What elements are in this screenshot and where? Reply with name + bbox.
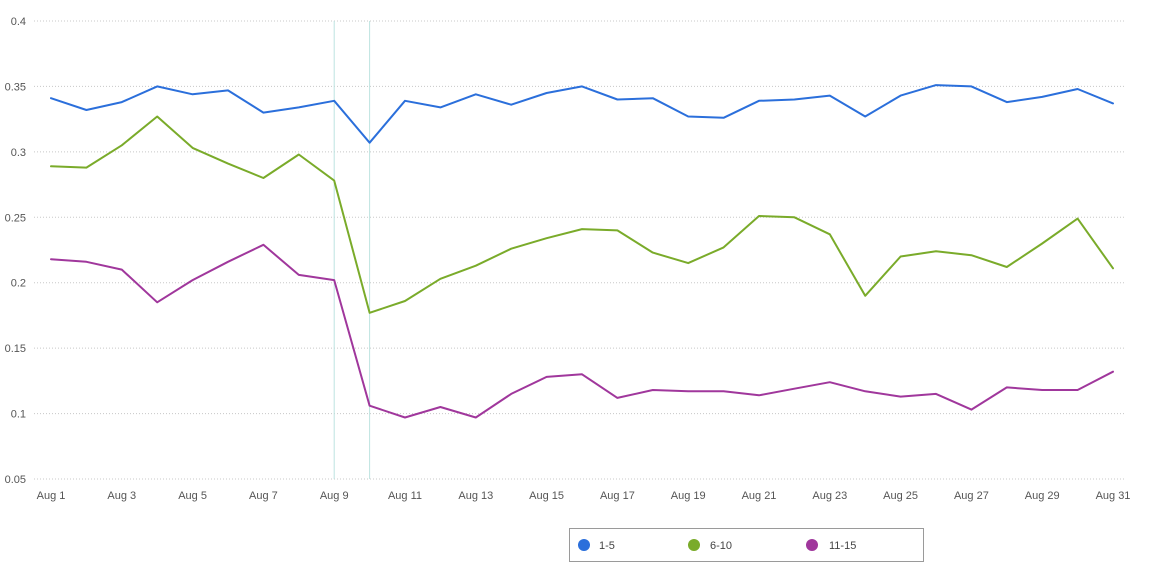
y-tick-label: 0.05 — [5, 474, 26, 486]
x-tick-label: Aug 21 — [742, 490, 777, 502]
legend: 1-5 6-10 11-15 — [569, 528, 924, 562]
legend-marker-1 — [578, 539, 590, 551]
x-tick-label: Aug 29 — [1025, 490, 1060, 502]
gridlines — [34, 20, 1126, 480]
x-tick-label: Aug 13 — [458, 490, 493, 502]
y-tick-label: 0.25 — [5, 212, 26, 224]
y-tick-label: 0.4 — [11, 16, 26, 28]
legend-label-3: 11-15 — [829, 540, 856, 552]
series-line-1[interactable] — [50, 84, 1114, 144]
series-lines — [50, 84, 1114, 419]
legend-marker-2 — [688, 539, 700, 551]
x-tick-label: Aug 11 — [388, 490, 422, 502]
y-tick-label: 0.3 — [11, 147, 26, 159]
x-tick-label: Aug 19 — [671, 490, 706, 502]
y-tick-label: 0.1 — [11, 409, 26, 421]
y-tick-label: 0.15 — [5, 343, 26, 355]
x-tick-label: Aug 17 — [600, 490, 635, 502]
x-axis: Aug 1 Aug 3 Aug 5 Aug 7 Aug 9 Aug 11 Aug 13 Aug… — [37, 490, 1131, 502]
y-tick-label: 0.35 — [5, 81, 26, 93]
y-tick-label: 0.2 — [11, 278, 26, 290]
legend-item-3[interactable]: 11-15 — [806, 539, 856, 552]
legend-marker-3 — [806, 539, 818, 551]
legend-label-2: 6-10 — [710, 540, 732, 552]
x-tick-label: Aug 7 — [249, 490, 278, 502]
x-tick-label: Aug 31 — [1096, 490, 1131, 502]
x-tick-label: Aug 1 — [37, 490, 66, 502]
y-axis: 0.05 0.1 0.15 0.2 0.25 0.3 0.35 0.4 — [5, 16, 26, 486]
legend-box — [569, 528, 924, 562]
legend-item-1[interactable]: 1-5 — [578, 539, 615, 552]
series-line-2[interactable] — [50, 115, 1114, 314]
x-tick-label: Aug 9 — [320, 490, 349, 502]
x-tick-label: Aug 15 — [529, 490, 564, 502]
legend-label-1: 1-5 — [599, 540, 615, 552]
x-tick-label: Aug 3 — [107, 490, 136, 502]
x-tick-label: Aug 5 — [178, 490, 207, 502]
legend-item-2[interactable]: 6-10 — [688, 539, 732, 552]
series-line-3[interactable] — [50, 243, 1114, 419]
x-tick-label: Aug 23 — [812, 490, 847, 502]
x-tick-label: Aug 27 — [954, 490, 989, 502]
x-tick-label: Aug 25 — [883, 490, 918, 502]
